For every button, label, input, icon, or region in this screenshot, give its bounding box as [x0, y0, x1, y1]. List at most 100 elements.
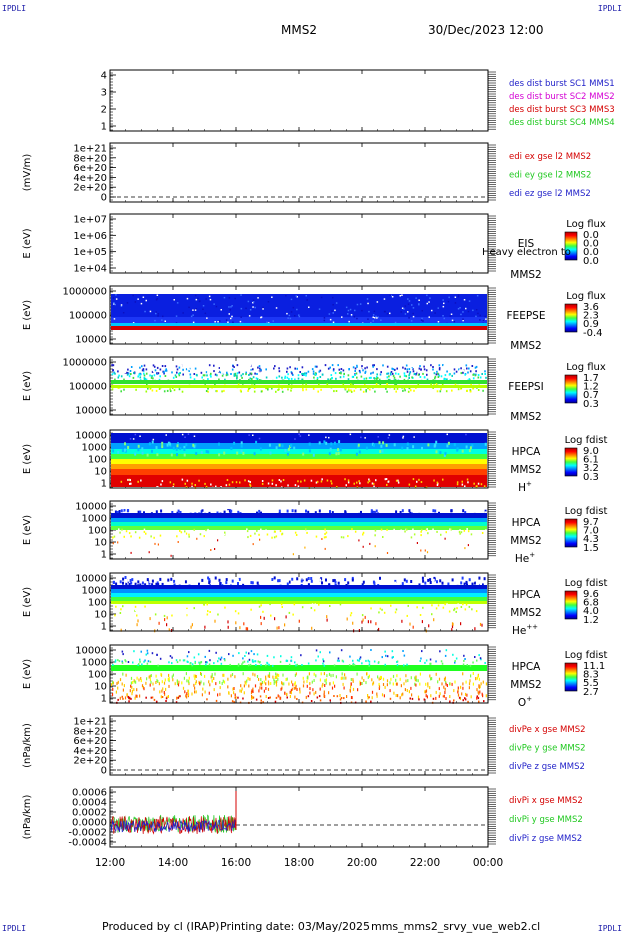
spectrogram-pixel — [484, 662, 486, 664]
spectrogram-pixel — [344, 673, 346, 677]
spectrogram-pixel — [323, 690, 325, 694]
spectrogram-pixel — [121, 660, 123, 663]
spectrogram-pixel — [275, 307, 278, 309]
spectrogram-pixel — [260, 664, 262, 667]
spectrogram-pixel — [128, 697, 130, 700]
spectrogram-pixel — [176, 302, 179, 304]
spectrogram-pixel — [202, 308, 204, 310]
spectrogram-pixel — [137, 448, 140, 452]
spectrogram-pixel — [204, 312, 207, 315]
spectrogram-pixel — [194, 674, 197, 678]
spectrogram-pixel — [147, 387, 149, 390]
spectrogram-pixel — [258, 509, 261, 513]
spectrogram-pixel — [437, 367, 440, 370]
spectrogram-pixel — [425, 369, 428, 372]
spectrogram-pixel — [309, 691, 311, 695]
spectrogram-pixel — [324, 364, 327, 367]
spectrogram-pixel — [281, 486, 283, 489]
spectrogram-pixel — [145, 390, 148, 393]
spectrogram-pixel — [150, 535, 152, 538]
spectrogram-pixel — [328, 691, 330, 695]
spectrogram-pixel — [171, 656, 173, 659]
spectrogram-pixel — [419, 365, 421, 368]
spectrogram-pixel — [244, 479, 246, 482]
spectrogram-pixel — [423, 698, 426, 701]
spectrogram-pixel — [131, 578, 134, 582]
y-tick-label: 100 — [88, 670, 107, 681]
colorbar — [564, 303, 578, 333]
spectrogram-pixel — [403, 308, 405, 310]
spectrogram-pixel — [372, 320, 374, 322]
spectrogram-pixel — [205, 485, 208, 488]
spectrogram-pixel — [439, 390, 442, 393]
footer-filename: mms_mms2_srvy_vue_web2.cl — [371, 920, 541, 933]
spectrogram-pixel — [176, 453, 178, 457]
spectrogram-pixel — [210, 580, 213, 584]
spectrogram-pixel — [278, 479, 281, 481]
spectrogram-pixel — [479, 690, 481, 694]
spectrogram-pixel — [419, 376, 422, 378]
spectrogram-pixel — [485, 694, 487, 698]
spectrogram-pixel — [119, 370, 122, 373]
spectrogram-pixel — [408, 690, 410, 694]
spectrogram-pixel — [139, 660, 141, 663]
colorbar-tick-label: -0.4 — [583, 328, 603, 339]
spectrogram-pixel — [332, 296, 334, 299]
spectrogram-pixel — [334, 684, 336, 688]
spectrogram-pixel — [169, 390, 172, 393]
spectrogram-pixel — [302, 576, 305, 580]
spectrogram-pixel — [298, 314, 300, 316]
spectrogram-pixel — [228, 306, 230, 308]
spectrogram-pixel — [285, 535, 287, 538]
spectrogram-pixel — [154, 542, 156, 545]
spectrogram-pixel — [356, 509, 359, 513]
spectrogram-pixel — [126, 302, 129, 304]
spectrogram-pixel — [136, 614, 138, 617]
spectrogram-pixel — [251, 581, 254, 585]
spectrogram-pixel — [152, 364, 155, 367]
spectrogram-band — [111, 317, 487, 326]
colorbar-tick-label: 7.0 — [583, 526, 599, 537]
spectrogram-pixel — [124, 576, 127, 579]
spectrogram-pixel — [391, 650, 394, 653]
spectrogram-pixel — [411, 534, 413, 536]
spectrogram-pixel — [295, 672, 297, 676]
spectrogram-pixel — [149, 617, 151, 621]
spectrogram-pixel — [406, 663, 408, 666]
spectrogram-pixel — [140, 677, 142, 680]
spectrogram-pixel — [282, 364, 284, 367]
legend-entry: edi ex gse l2 MMS2 — [509, 152, 591, 162]
spectrogram-pixel — [399, 677, 401, 681]
spectrogram-pixel — [164, 533, 167, 536]
spectrogram-pixel — [194, 611, 196, 614]
spectrogram-pixel — [298, 315, 301, 318]
spectrogram-pixel — [305, 695, 307, 699]
spectrogram-pixel — [361, 676, 363, 680]
spectrogram-pixel — [351, 528, 353, 531]
spectrogram-pixel — [254, 306, 256, 309]
spectrogram-pixel — [134, 301, 137, 303]
spectrogram-pixel — [421, 446, 423, 450]
spectrogram-pixel — [271, 296, 273, 298]
spectrogram-pixel — [356, 365, 358, 368]
spectrogram-pixel — [328, 313, 331, 315]
spectrogram-pixel — [113, 371, 115, 374]
spectrogram-pixel — [370, 620, 372, 624]
spectrogram-pixel — [468, 686, 470, 690]
spectrogram-pixel — [339, 698, 342, 701]
spectrogram-pixel — [255, 698, 258, 701]
spectrogram-pixel — [294, 661, 296, 664]
spectrogram-pixel — [226, 479, 229, 481]
spectrogram-pixel — [481, 532, 484, 534]
spectrogram-pixel — [437, 376, 440, 378]
spectrogram-pixel — [359, 303, 362, 305]
spectrogram-pixel — [160, 509, 163, 513]
spectrogram-pixel — [402, 650, 404, 652]
spectrogram-pixel — [258, 437, 261, 440]
spectrogram-pixel — [132, 438, 135, 440]
spectrogram-pixel — [239, 626, 241, 630]
spectrogram-pixel — [195, 680, 197, 684]
spectrogram-pixel — [412, 528, 414, 531]
panel-frame-overlay — [109, 69, 489, 132]
spectrogram-pixel — [481, 373, 483, 375]
